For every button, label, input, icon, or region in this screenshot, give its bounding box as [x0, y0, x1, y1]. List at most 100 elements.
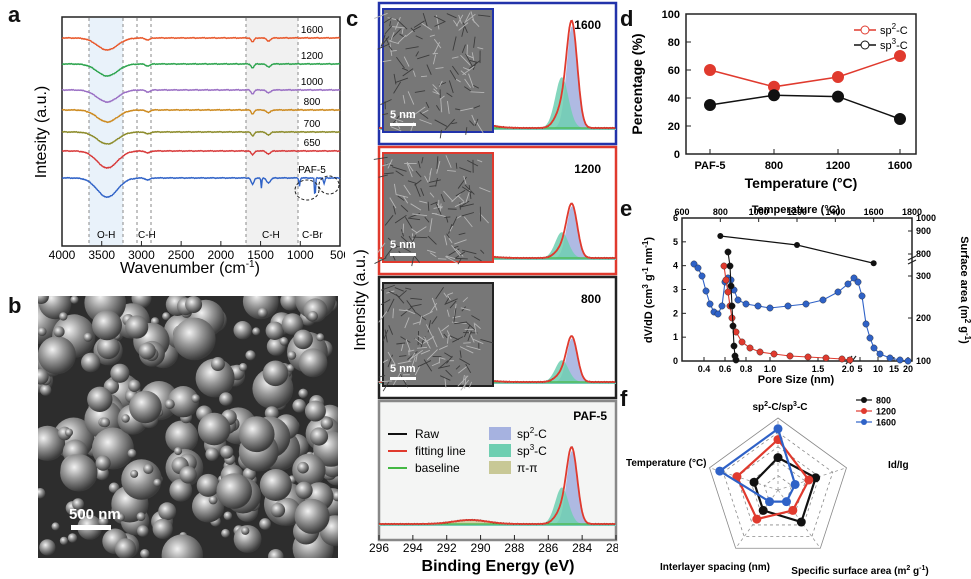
tem-fringe [407, 217, 421, 221]
tem-fringe [465, 127, 468, 135]
tem-fringe [414, 338, 423, 345]
tem-fringe [478, 14, 491, 17]
sem-particle [143, 463, 154, 474]
legend-marker-sp2 [860, 25, 870, 35]
xps-sp2-peak [379, 26, 616, 130]
tem-fringe [457, 176, 467, 189]
tem-fringe [405, 46, 419, 50]
tem-fringe [467, 330, 472, 342]
legend-d: sp2-C sp3-C [854, 22, 908, 52]
y-right-title: Surface area (m2 g-1) [958, 236, 971, 344]
series-label: PAF-5 [298, 165, 326, 176]
tem-fringe [396, 18, 408, 30]
radar-ring [709, 417, 847, 549]
y-axis-title: Intensity (a.u.) [352, 249, 369, 350]
tem-fringe [447, 170, 456, 172]
tem-fringe [396, 194, 409, 198]
psd-point [698, 272, 706, 280]
series-label: 1000 [301, 77, 324, 88]
sem-particles [38, 296, 338, 558]
sem-particle [98, 516, 109, 527]
xps-fit [379, 446, 616, 525]
tem-fringe [393, 205, 396, 215]
sem-particle [309, 427, 329, 446]
psd-point [729, 322, 737, 330]
tem-fringe [417, 360, 432, 368]
sem-particle [81, 352, 101, 373]
ftir-curve-650 [61, 149, 341, 169]
ftir-curves: 1600 1200 1000 800 700 650 PAF-5 [61, 25, 341, 201]
tem-fringe [427, 320, 432, 333]
band-label-ch1: C-H [138, 230, 156, 241]
radar-point-800 [749, 477, 759, 487]
tem-fringe [458, 232, 466, 236]
tem-fringe [382, 162, 392, 167]
tem-fringe [440, 194, 445, 203]
sem-particle [164, 399, 175, 410]
tem-fringe [429, 302, 438, 314]
sem-particle [179, 466, 197, 484]
tem-fringe [399, 355, 407, 357]
tem-fringe [400, 336, 411, 343]
tem-fringe [436, 160, 441, 174]
x-tick-label: 288 [504, 541, 524, 555]
tem-fringe [455, 108, 461, 111]
band-label-oh: O-H [97, 230, 115, 241]
x-ticks: 296 294 292 290 288 286 284 282 [369, 535, 618, 555]
tem-fringe [431, 361, 441, 367]
panel-label-c: c [346, 6, 359, 31]
tem-fringe [402, 68, 414, 77]
x-tick-label: 1000 [287, 248, 314, 262]
x-tick-label: 20 [903, 364, 913, 374]
tem-fringe [455, 162, 458, 169]
tem-fringe [417, 346, 428, 349]
sem-particle [316, 333, 325, 342]
tem-fringe [429, 185, 437, 187]
tem-fringe [457, 258, 462, 265]
tem-fringe [434, 21, 445, 27]
band-label-ch2: C-H [262, 230, 280, 241]
tem-fringe [400, 204, 409, 212]
xps-sp3-peak [379, 360, 616, 384]
tem-fringe [469, 120, 475, 126]
sem-particle [108, 482, 120, 494]
tem-fringe [426, 349, 438, 360]
radar-point-1200 [788, 505, 798, 515]
x-tick-label: 4000 [49, 248, 76, 262]
tem-fringe [428, 171, 432, 182]
data-point-sp3-C [832, 90, 844, 103]
sem-particle [191, 394, 200, 403]
tem-fringe [414, 90, 426, 93]
tem-fringe [397, 195, 405, 201]
tem-fringe [395, 77, 409, 83]
panel-label-a: a [8, 2, 21, 27]
psd-line [723, 265, 851, 361]
tem-fringe [378, 311, 388, 323]
sem-particle [265, 321, 284, 340]
sem-particle [223, 511, 233, 521]
tem-fringe [444, 352, 453, 358]
axis-label-idig: Id/Ig [888, 460, 909, 471]
tem-fringe [415, 353, 418, 362]
xps-legend: Raw fitting line baseline sp2-C sp3-C π-… [388, 426, 547, 475]
legend-swatch-sp3 [489, 444, 511, 457]
tem-fringe [429, 192, 435, 198]
psd-point [722, 276, 730, 284]
sem-particle [114, 538, 136, 558]
tem-fringe [410, 203, 422, 211]
radar-series-800 [752, 456, 817, 524]
tem-fringe [462, 375, 465, 385]
tem-fringe [447, 292, 454, 296]
tem-fringe [392, 166, 407, 172]
legend-label: 1600 [876, 418, 896, 428]
tem-fringe [427, 201, 430, 211]
tem-fringe [402, 95, 406, 104]
tem-fringe [394, 16, 401, 30]
x-tick-label: 292 [437, 541, 457, 555]
tem-fringe [438, 327, 444, 339]
tem-fringe [417, 54, 430, 60]
tem-fringe [472, 61, 477, 70]
axis-label-temperature: Temperature (°C) [626, 458, 707, 469]
tem-fringe [471, 114, 476, 124]
tem-fringe [463, 216, 473, 228]
